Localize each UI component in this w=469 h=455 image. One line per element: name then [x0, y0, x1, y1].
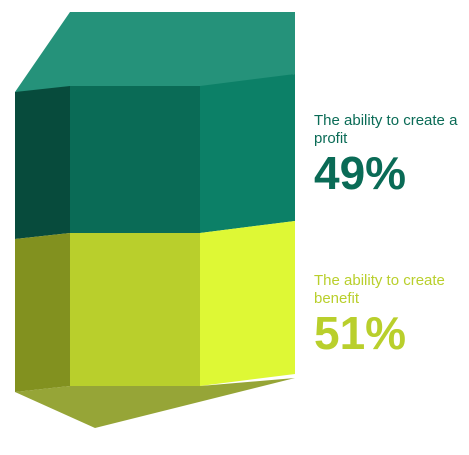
category-label: The ability to create benefit: [314, 272, 445, 307]
box-side-face: [200, 74, 295, 233]
box-bottom: [15, 378, 295, 428]
box-front-face: [70, 86, 200, 233]
box-left-face: [15, 233, 70, 392]
category-label: The ability to create a profit: [314, 112, 458, 147]
value-label: 49%: [314, 147, 407, 199]
box-side-face: [200, 221, 295, 386]
box-top: [15, 12, 295, 92]
box-front-face: [70, 233, 200, 386]
box-left-face: [15, 86, 70, 239]
value-label: 51%: [314, 307, 407, 359]
